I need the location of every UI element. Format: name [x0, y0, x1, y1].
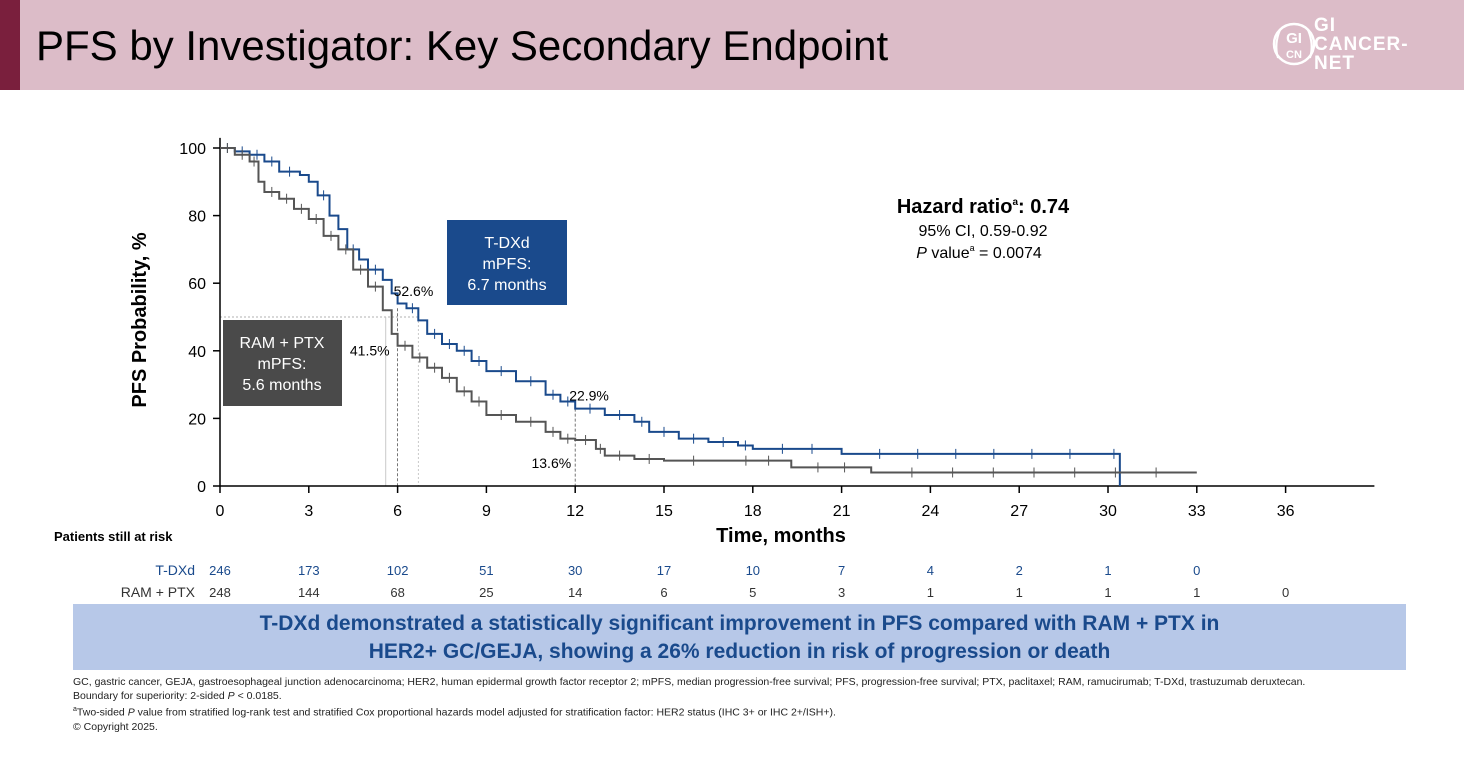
risk-count: 30: [567, 563, 583, 578]
banner-line2: HER2+ GC/GEJA, showing a 26% reduction i…: [368, 640, 1111, 663]
risk-count: 10: [745, 563, 761, 578]
x-tick-label: 36: [1277, 503, 1295, 520]
risk-count: 1: [1104, 585, 1112, 600]
header-bar: [0, 0, 1464, 90]
logo-line1: GI: [1314, 15, 1337, 36]
risk-count: 1: [1015, 585, 1023, 600]
risk-count: 14: [567, 585, 583, 600]
x-tick-label: 24: [922, 503, 940, 520]
y-tick-label: 0: [197, 479, 206, 496]
logo-wordmark: GI CANCER- NET: [1314, 16, 1409, 73]
logo-badge-bottom: CN: [1286, 49, 1302, 61]
x-tick-label: 27: [1010, 503, 1028, 520]
logo-line3: NET: [1314, 53, 1355, 74]
percent-label: 22.9%: [569, 388, 609, 404]
y-tick-label: 60: [188, 276, 206, 293]
x-tick-label: 18: [744, 503, 762, 520]
risk-count: 248: [209, 585, 231, 600]
risk-count: 7: [837, 563, 846, 578]
percent-label: 52.6%: [394, 283, 434, 299]
tdxd-box-text: T-DXd: [484, 235, 529, 252]
y-tick-label: 100: [179, 141, 206, 158]
header-accent: [0, 0, 20, 90]
y-tick-label: 40: [188, 344, 206, 361]
footnotes: GC, gastric cancer, GEJA, gastroesophage…: [73, 675, 1433, 734]
x-tick-label: 6: [393, 503, 402, 520]
logo-badge-top: GI: [1286, 30, 1302, 47]
risk-count: 1: [1104, 563, 1112, 578]
x-tick-label: 15: [655, 503, 673, 520]
page-title: PFS by Investigator: Key Secondary Endpo…: [36, 22, 889, 69]
risk-count: 0: [1193, 563, 1201, 578]
x-tick-label: 0: [216, 503, 225, 520]
risk-count: 246: [209, 563, 231, 578]
chart-curves: [220, 143, 1197, 486]
risk-table-title: Patients still at risk: [54, 529, 173, 544]
ram-box-text: mPFS:: [258, 356, 307, 373]
km-curve-ram-ptx: [220, 147, 1197, 474]
y-tick-label: 80: [188, 209, 206, 226]
percent-label: 13.6%: [531, 455, 571, 471]
footnote-boundary: Boundary for superiority: 2-sided P < 0.…: [73, 690, 282, 702]
risk-count: 4: [926, 563, 934, 578]
km-curve-tdxd: [220, 147, 1121, 486]
risk-count: 17: [656, 563, 672, 578]
logo-line2: CANCER-: [1314, 34, 1409, 55]
risk-count: 173: [297, 563, 320, 578]
risk-count: 5: [749, 585, 757, 600]
ci-text: 95% CI, 0.59-0.92: [919, 223, 1048, 240]
hazard-ratio-text: Hazard ratioa: 0.74: [897, 196, 1070, 218]
risk-count: 6: [660, 585, 668, 600]
risk-count: 3: [837, 585, 846, 600]
x-tick-label: 30: [1099, 503, 1117, 520]
footnote-abbreviations: GC, gastric cancer, GEJA, gastroesophage…: [73, 676, 1306, 688]
risk-count: 25: [479, 585, 494, 600]
y-tick-label: 20: [188, 411, 206, 428]
tdxd-box-text: 6.7 months: [467, 277, 546, 294]
x-axis-label: Time, months: [716, 525, 846, 547]
percent-label: 41.5%: [350, 343, 390, 359]
y-axis-label: PFS Probability, %: [129, 232, 151, 407]
risk-count: 102: [386, 563, 409, 578]
banner-line1: T-DXd demonstrated a statistically signi…: [259, 612, 1220, 635]
x-tick-label: 21: [833, 503, 851, 520]
x-tick-label: 12: [566, 503, 584, 520]
risk-row-label: RAM + PTX: [120, 584, 195, 600]
footnote-a: aTwo-sided P value from stratified log-r…: [73, 706, 836, 719]
ram-mpfs-box: [223, 320, 342, 406]
risk-count: 1: [926, 585, 934, 600]
x-tick-label: 33: [1188, 503, 1206, 520]
conclusion-banner: T-DXd demonstrated a statistically signi…: [73, 604, 1406, 670]
p-value-text: P valuea = 0.0074: [916, 243, 1042, 262]
logo-badge-icon: GI CN: [1272, 22, 1316, 66]
risk-count: 2: [1015, 563, 1023, 578]
x-tick-label: 9: [482, 503, 491, 520]
risk-count: 68: [390, 585, 405, 600]
tdxd-box-text: mPFS:: [483, 256, 532, 273]
risk-count: 0: [1281, 585, 1290, 600]
x-tick-label: 3: [304, 503, 313, 520]
risk-count: 51: [479, 563, 494, 578]
risk-count: 1: [1193, 585, 1201, 600]
footnote-copyright: © Copyright 2025.: [73, 720, 158, 733]
chart-annotations: T-DXd mPFS: 6.7 months RAM + PTX mPFS: 5.6 mo…: [223, 196, 1070, 471]
risk-row-label: T-DXd: [155, 562, 195, 578]
ram-box-text: RAM + PTX: [240, 335, 325, 352]
tdxd-mpfs-box: [447, 220, 567, 305]
ram-box-text: 5.6 months: [242, 377, 321, 394]
risk-count: 144: [297, 585, 320, 600]
